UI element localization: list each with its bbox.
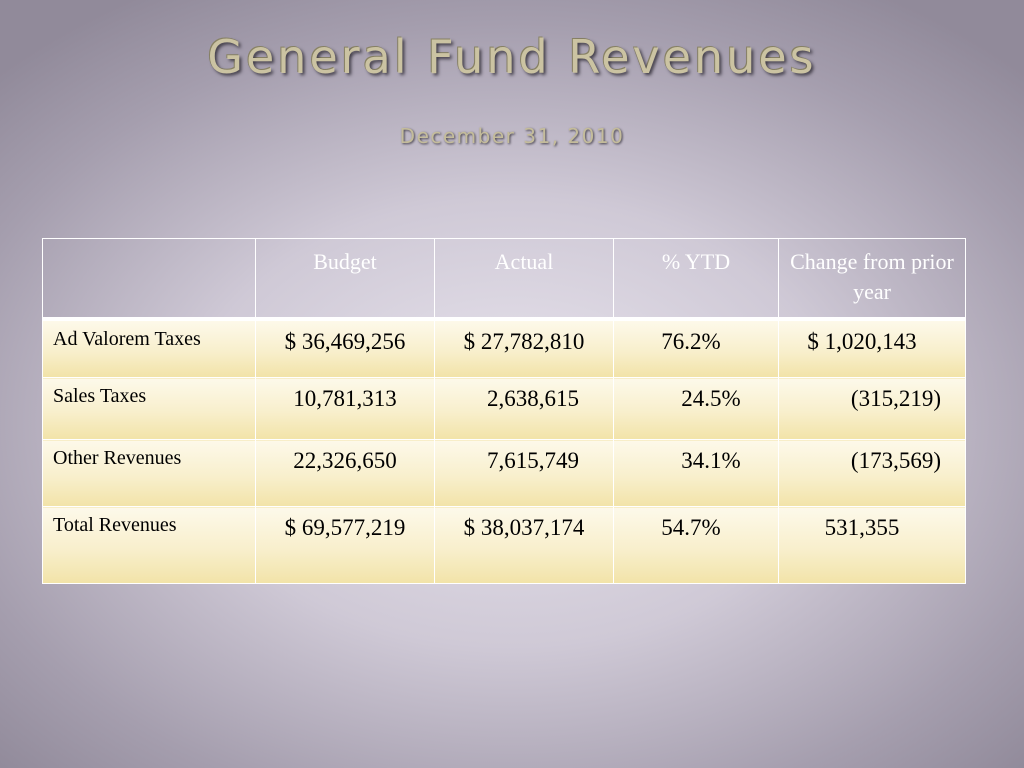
header-change: Change from prior year (778, 238, 966, 320)
header-blank (42, 238, 256, 320)
ytd-cell: 54.7% (613, 506, 779, 584)
revenue-table: Budget Actual % YTD Change from prior ye… (42, 238, 966, 584)
change-cell: 531,355 (778, 506, 966, 584)
row-label: Total Revenues (42, 506, 256, 584)
row-label: Other Revenues (42, 439, 256, 507)
table-row: Sales Taxes 10,781,313 2,638,615 24.5% (… (42, 377, 966, 440)
header-actual: Actual (434, 238, 614, 320)
slide-subtitle: December 31, 2010 (399, 124, 625, 148)
header-ytd: % YTD (613, 238, 779, 320)
ytd-cell: 24.5% (613, 377, 779, 440)
actual-cell: 2,638,615 (434, 377, 614, 440)
table-row: Ad Valorem Taxes $ 36,469,256 $ 27,782,8… (42, 317, 966, 378)
actual-cell: $ 27,782,810 (434, 317, 614, 378)
table-row: Other Revenues 22,326,650 7,615,749 34.1… (42, 439, 966, 507)
budget-cell: 10,781,313 (255, 377, 435, 440)
change-cell: (173,569) (778, 439, 966, 507)
budget-cell: $ 69,577,219 (255, 506, 435, 584)
slide-title: General Fund Revenues (207, 30, 817, 84)
ytd-cell: 34.1% (613, 439, 779, 507)
actual-cell: 7,615,749 (434, 439, 614, 507)
budget-cell: 22,326,650 (255, 439, 435, 507)
table-header-row: Budget Actual % YTD Change from prior ye… (42, 238, 966, 320)
table-row: Total Revenues $ 69,577,219 $ 38,037,174… (42, 506, 966, 584)
change-cell: $ 1,020,143 (778, 317, 966, 378)
row-label: Ad Valorem Taxes (42, 317, 256, 378)
row-label: Sales Taxes (42, 377, 256, 440)
budget-cell: $ 36,469,256 (255, 317, 435, 378)
actual-cell: $ 38,037,174 (434, 506, 614, 584)
ytd-cell: 76.2% (613, 317, 779, 378)
header-budget: Budget (255, 238, 435, 320)
change-cell: (315,219) (778, 377, 966, 440)
